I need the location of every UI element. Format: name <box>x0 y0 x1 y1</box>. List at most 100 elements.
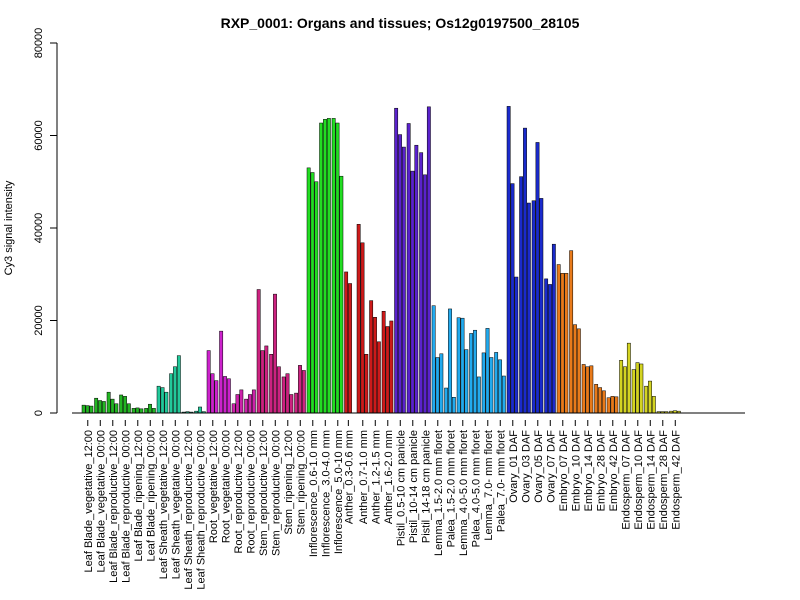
bar <box>498 359 502 414</box>
bar <box>235 394 240 414</box>
x-tick-label: Leaf Sheath_reproductive_00:00 <box>195 430 207 590</box>
y-tick-label: 40000 <box>33 213 45 244</box>
x-tick-label: Anther_0.3-0.6 mm <box>343 430 355 524</box>
bar <box>126 403 131 414</box>
x-tick-label: Stem_reproductive_12:00 <box>258 430 270 556</box>
bar <box>385 326 390 414</box>
bar <box>531 200 536 414</box>
bar <box>335 122 340 414</box>
x-tick-label: Anther_0.7-1.0 mm <box>358 430 370 524</box>
bar <box>226 378 231 414</box>
x-tick-label: Palea_4.0-5.0 mm floret <box>470 430 482 547</box>
bar <box>331 118 336 414</box>
bar <box>223 376 227 414</box>
x-tick-label: Ovary_07 DAF <box>545 430 557 503</box>
bar <box>556 264 561 414</box>
bar <box>214 380 219 414</box>
bar <box>114 403 119 414</box>
x-tick-label: Endosperm_07 DAF <box>620 430 632 530</box>
x-tick-label: Anther_1.6-2.0 mm <box>383 430 395 524</box>
bars <box>81 106 681 414</box>
bar <box>356 224 361 414</box>
bar <box>360 242 365 414</box>
x-tick-label: Leaf Blade_reproductive_00:00 <box>120 430 132 583</box>
bar <box>376 341 381 414</box>
bar <box>219 330 224 414</box>
bar <box>326 118 331 414</box>
bar <box>369 300 374 414</box>
bar <box>401 146 406 414</box>
bar <box>581 364 586 414</box>
bar <box>576 328 581 414</box>
bar <box>106 391 111 414</box>
y-tick-label: 80000 <box>33 28 45 59</box>
bar <box>623 366 627 414</box>
bar <box>560 273 565 414</box>
bar <box>89 405 94 414</box>
x-tick-label: Palea_1.5-2.0 mm floret <box>445 430 457 547</box>
bar <box>123 396 127 414</box>
bar <box>339 175 344 414</box>
bar <box>523 127 527 414</box>
x-tick-label: Endosperm_10 DAF <box>633 430 645 530</box>
bar <box>573 324 577 414</box>
bar <box>598 387 602 414</box>
bar <box>198 406 202 414</box>
x-tick-label: Palea_7.0- mm floret <box>495 430 507 532</box>
bar <box>481 352 486 414</box>
bar <box>101 401 106 414</box>
bar <box>323 119 327 414</box>
bar <box>526 202 531 414</box>
x-tick-label: Leaf Blade_ripening_00:00 <box>145 430 157 562</box>
y-tick-label: 60000 <box>33 120 45 151</box>
bar <box>569 250 574 414</box>
bar <box>435 357 440 414</box>
x-tick-label: Root_reproductive_00:00 <box>245 430 257 554</box>
bar <box>431 305 436 414</box>
bar <box>85 405 90 414</box>
bar <box>448 308 452 414</box>
x-tick-label: Inflorescence_0.6-1.0 mm <box>308 430 320 557</box>
x-tick-label: Ovary_05 DAF <box>533 430 545 503</box>
bar <box>169 373 174 414</box>
x-tick-label: Embryo_28 DAF <box>595 430 607 512</box>
bar <box>131 408 136 414</box>
x-tick-label: Endosperm_28 DAF <box>658 430 670 530</box>
bar <box>626 342 631 414</box>
x-tick-label: Endosperm_14 DAF <box>645 430 657 530</box>
x-tick-label: Embryo_07 DAF <box>558 430 570 512</box>
bar <box>119 394 124 414</box>
bar <box>151 408 156 414</box>
bar <box>110 398 115 414</box>
x-tick-label: Ovary_03 DAF <box>520 430 532 503</box>
bar <box>173 366 177 414</box>
bar <box>494 352 499 414</box>
bar <box>473 329 477 414</box>
x-tick-label: Embryo_42 DAF <box>608 430 620 512</box>
y-axis: 0 20000 40000 60000 80000 <box>33 28 58 416</box>
bar <box>464 349 469 414</box>
bar <box>239 389 244 414</box>
bar <box>139 408 144 414</box>
x-tick-label: Leaf Sheath_vegetative_00:00 <box>170 430 182 579</box>
bar <box>644 385 649 414</box>
bar <box>231 403 236 414</box>
x-tick-label: Ovary_01 DAF <box>508 430 520 503</box>
bar <box>348 283 352 414</box>
x-tick-label: Pistil_14-18 cm panicle <box>420 430 432 543</box>
x-tick-label: Leaf Blade_ripening_12:00 <box>133 430 145 562</box>
bar <box>285 373 290 414</box>
bar <box>394 107 399 414</box>
bar <box>248 394 252 414</box>
x-tick-label: Leaf Blade_vegetative_12:00 <box>83 430 95 573</box>
bar <box>631 369 636 414</box>
bar <box>506 106 511 414</box>
bar <box>444 387 449 414</box>
bar <box>594 384 599 414</box>
bar <box>164 391 169 414</box>
bar <box>601 390 606 414</box>
x-tick-label: Leaf Blade_reproductive_12:00 <box>108 430 120 583</box>
x-tick-label: Inflorescence_5.0-10 mm <box>333 430 345 554</box>
x-tick-label: Stem_reproductive_00:00 <box>270 430 282 556</box>
